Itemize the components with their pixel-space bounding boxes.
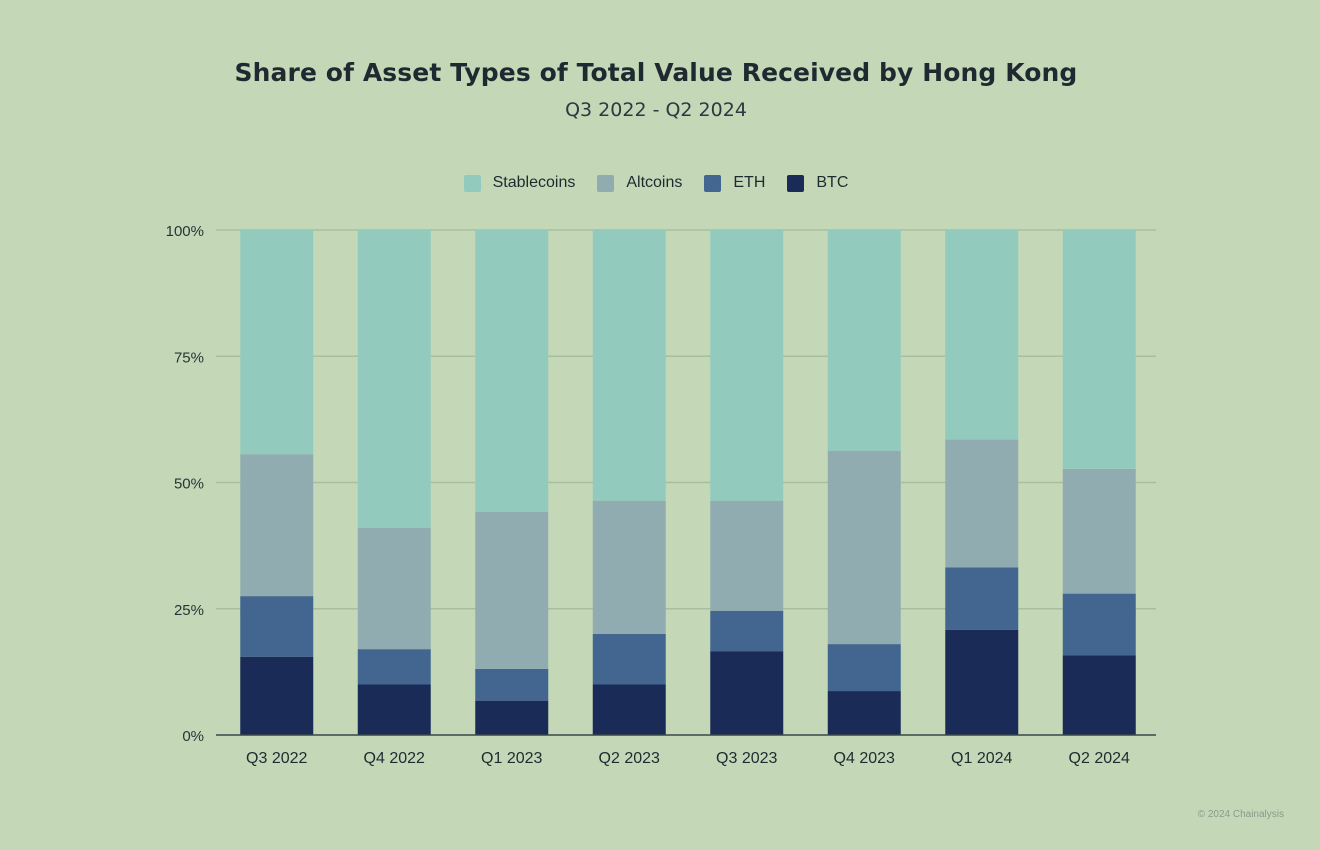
bar-btc-q3-2023: [710, 651, 784, 735]
bar-altcoins-q4-2023: [827, 450, 901, 645]
y-tick-label: 100%: [166, 223, 204, 240]
chart-title: Share of Asset Types of Total Value Rece…: [234, 58, 1078, 87]
bar-eth-q1-2024: [945, 567, 1019, 630]
bar-altcoins-q2-2023: [592, 500, 666, 634]
bar-eth-q2-2023: [592, 634, 666, 685]
bar-btc-q2-2024: [1062, 655, 1136, 735]
bar-altcoins-q1-2024: [945, 439, 1019, 568]
bar-btc-q1-2024: [945, 629, 1019, 735]
bar-eth-q4-2022: [357, 649, 431, 685]
bar-stablecoins-q2-2024: [1062, 230, 1136, 469]
y-tick-label: 50%: [174, 476, 204, 493]
bar-stablecoins-q1-2024: [945, 230, 1019, 440]
copyright-footer: © 2024 Chainalysis: [1197, 809, 1284, 820]
bar-altcoins-q1-2023: [475, 511, 549, 669]
y-tick-label: 0%: [182, 728, 204, 745]
chart-subtitle: Q3 2022 - Q2 2024: [565, 99, 747, 121]
legend-label: Altcoins: [626, 174, 683, 191]
bar-btc-q4-2023: [827, 691, 901, 735]
bar-altcoins-q3-2022: [240, 454, 314, 597]
x-tick-label: Q3 2022: [246, 750, 307, 767]
legend-swatch: [463, 174, 481, 192]
bar-eth-q2-2024: [1062, 593, 1136, 656]
legend-label: BTC: [816, 174, 849, 191]
bar-stablecoins-q4-2022: [357, 230, 431, 528]
bar-eth-q4-2023: [827, 644, 901, 692]
legend-item-btc: BTC: [787, 174, 848, 192]
bar-btc-q3-2022: [240, 656, 314, 735]
x-tick-label: Q1 2023: [481, 750, 542, 767]
legend-swatch: [704, 174, 722, 192]
bar-eth-q1-2023: [475, 668, 549, 701]
legend-item-altcoins: Altcoins: [597, 174, 682, 192]
x-tick-label: Q4 2023: [834, 750, 895, 767]
bar-stablecoins-q3-2023: [710, 230, 784, 501]
legend-item-stablecoins: Stablecoins: [463, 174, 576, 192]
bar-stablecoins-q1-2023: [475, 230, 549, 512]
bar-eth-q3-2023: [710, 610, 784, 652]
bar-eth-q3-2022: [240, 596, 314, 657]
x-tick-label: Q4 2022: [364, 750, 425, 767]
chart-legend: Stablecoins Altcoins ETH BTC: [0, 174, 1312, 192]
y-tick-label: 75%: [174, 349, 204, 366]
legend-label: Stablecoins: [492, 174, 576, 191]
legend-swatch: [787, 174, 805, 192]
bar-btc-q2-2023: [592, 684, 666, 735]
y-tick-label: 25%: [174, 602, 204, 619]
bar-stablecoins-q3-2022: [240, 230, 314, 455]
bar-altcoins-q4-2022: [357, 527, 431, 650]
bar-altcoins-q2-2024: [1062, 468, 1136, 594]
bar-stablecoins-q2-2023: [592, 230, 666, 501]
legend-item-eth: ETH: [704, 174, 765, 192]
x-tick-label: Q2 2024: [1069, 750, 1130, 767]
bar-btc-q4-2022: [357, 684, 431, 735]
x-tick-label: Q1 2024: [951, 750, 1012, 767]
x-tick-label: Q3 2023: [716, 750, 777, 767]
x-tick-label: Q2 2023: [599, 750, 660, 767]
bar-btc-q1-2023: [475, 700, 549, 735]
legend-label: ETH: [733, 174, 766, 191]
legend-swatch: [597, 174, 615, 192]
bar-stablecoins-q4-2023: [827, 230, 901, 451]
bar-altcoins-q3-2023: [710, 500, 784, 611]
